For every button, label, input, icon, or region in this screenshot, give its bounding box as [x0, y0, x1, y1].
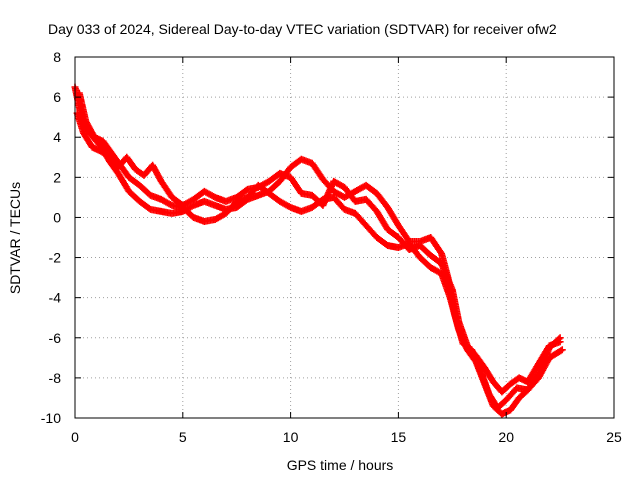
x-axis-label: GPS time / hours — [287, 457, 394, 473]
plot-frame — [74, 56, 615, 419]
axis-ticks: 0 5 10 15 20 25 -10 -8 -6 -4 -2 0 2 4 6 8 — [41, 49, 622, 445]
y-tick-label: -8 — [49, 370, 62, 386]
y-tick-label: 8 — [53, 49, 61, 65]
y-tick-label: -10 — [41, 410, 61, 426]
x-tick-label: 0 — [71, 429, 79, 445]
data-point — [556, 338, 564, 346]
x-tick-label: 5 — [179, 429, 187, 445]
x-tick-label: 15 — [391, 429, 407, 445]
y-tick-label: -6 — [49, 330, 62, 346]
grid-lines — [75, 57, 614, 418]
y-tick-label: 0 — [53, 209, 61, 225]
data-point-fill — [557, 347, 565, 355]
x-tick-label: 20 — [498, 429, 514, 445]
chart-title: Day 033 of 2024, Sidereal Day-to-day VTE… — [48, 21, 557, 37]
y-tick-label: -4 — [49, 290, 62, 306]
y-tick-label: -2 — [49, 250, 62, 266]
data-points — [71, 83, 566, 418]
y-tick-label: 2 — [53, 169, 61, 185]
y-axis-label: SDTVAR / TECUs — [7, 182, 23, 294]
data-point-fill — [437, 248, 445, 256]
x-tick-label: 10 — [283, 429, 299, 445]
data-point — [558, 346, 566, 354]
x-tick-label: 25 — [606, 429, 622, 445]
y-tick-label: 6 — [53, 89, 61, 105]
y-tick-label: 4 — [53, 129, 61, 145]
